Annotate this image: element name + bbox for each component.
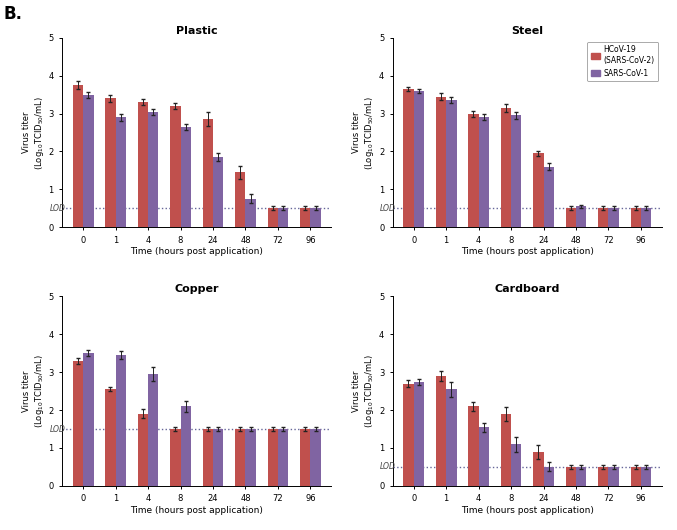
Bar <box>630 208 641 227</box>
Y-axis label: Virus titer
(Log$_{10}$TCID$_{50}$/mL): Virus titer (Log$_{10}$TCID$_{50}$/mL) <box>352 95 376 170</box>
Bar <box>576 467 586 486</box>
Bar <box>235 429 246 486</box>
Bar <box>403 89 414 227</box>
X-axis label: Time (hours post application): Time (hours post application) <box>131 506 263 515</box>
Bar <box>148 112 158 227</box>
Bar <box>501 414 511 486</box>
Bar <box>609 208 619 227</box>
X-axis label: Time (hours post application): Time (hours post application) <box>461 506 594 515</box>
Bar <box>511 444 521 486</box>
Text: LOD: LOD <box>49 204 65 213</box>
Bar <box>501 108 511 227</box>
Bar <box>446 100 456 227</box>
Title: Cardboard: Cardboard <box>495 284 560 294</box>
Bar <box>533 452 544 486</box>
Bar <box>544 467 554 486</box>
Bar <box>246 429 256 486</box>
Bar <box>598 467 609 486</box>
Legend: HCoV-19
(SARS-CoV-2), SARS-CoV-1: HCoV-19 (SARS-CoV-2), SARS-CoV-1 <box>587 41 658 82</box>
Y-axis label: Virus titer
(Log$_{10}$TCID$_{50}$/mL): Virus titer (Log$_{10}$TCID$_{50}$/mL) <box>352 354 376 428</box>
Bar <box>403 384 414 486</box>
Bar <box>72 85 83 227</box>
Bar <box>83 95 93 227</box>
Bar <box>565 467 576 486</box>
Bar <box>479 427 489 486</box>
Bar <box>479 117 489 227</box>
Bar <box>414 382 424 486</box>
Bar <box>116 117 126 227</box>
Bar <box>170 106 181 227</box>
Bar <box>565 208 576 227</box>
Bar <box>83 353 93 486</box>
Bar <box>436 376 446 486</box>
Bar <box>267 208 278 227</box>
Bar <box>181 407 191 486</box>
Bar <box>576 207 586 227</box>
Bar <box>235 172 246 227</box>
Bar <box>609 467 619 486</box>
Bar <box>300 429 310 486</box>
Text: LOD: LOD <box>380 204 396 213</box>
Bar <box>310 208 321 227</box>
Bar <box>641 208 651 227</box>
Bar <box>414 91 424 227</box>
Text: B.: B. <box>3 5 22 23</box>
Bar <box>72 361 83 486</box>
Title: Plastic: Plastic <box>176 25 217 36</box>
Bar <box>544 166 554 227</box>
Title: Steel: Steel <box>511 25 544 36</box>
Bar <box>170 429 181 486</box>
Text: LOD: LOD <box>49 425 65 434</box>
Bar <box>278 429 288 486</box>
Bar <box>213 429 223 486</box>
Bar <box>116 355 126 486</box>
Title: Copper: Copper <box>175 284 219 294</box>
Bar <box>246 199 256 227</box>
Bar <box>598 208 609 227</box>
Bar <box>202 429 213 486</box>
Bar <box>641 467 651 486</box>
Bar <box>148 374 158 486</box>
Bar <box>137 102 148 227</box>
Bar <box>630 467 641 486</box>
Bar <box>511 116 521 227</box>
Bar <box>278 208 288 227</box>
X-axis label: Time (hours post application): Time (hours post application) <box>131 248 263 257</box>
Bar <box>468 407 479 486</box>
Bar <box>436 96 446 227</box>
Bar <box>533 153 544 227</box>
Bar <box>468 113 479 227</box>
Bar <box>105 99 116 227</box>
Bar <box>446 389 456 486</box>
Bar <box>105 389 116 486</box>
Text: LOD: LOD <box>380 463 396 472</box>
Y-axis label: Virus titer
(Log$_{10}$TCID$_{50}$/mL): Virus titer (Log$_{10}$TCID$_{50}$/mL) <box>22 95 45 170</box>
Bar <box>213 157 223 227</box>
Bar <box>202 119 213 227</box>
Bar <box>137 414 148 486</box>
Bar <box>310 429 321 486</box>
Bar <box>181 127 191 227</box>
Y-axis label: Virus titer
(Log$_{10}$TCID$_{50}$/mL): Virus titer (Log$_{10}$TCID$_{50}$/mL) <box>22 354 45 428</box>
Bar <box>300 208 310 227</box>
Bar <box>267 429 278 486</box>
X-axis label: Time (hours post application): Time (hours post application) <box>461 248 594 257</box>
